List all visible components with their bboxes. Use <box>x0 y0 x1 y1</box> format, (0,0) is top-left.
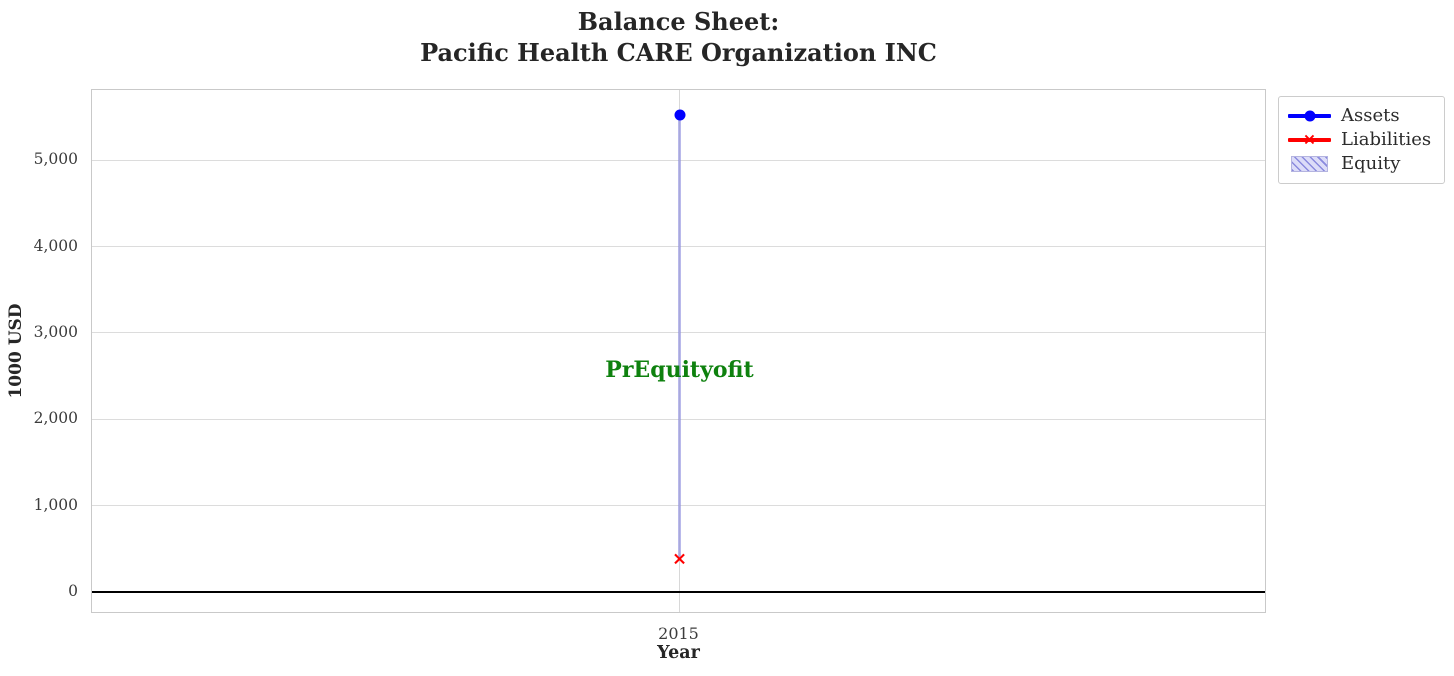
zero-line <box>92 591 1265 594</box>
liabilities-line <box>1288 138 1331 142</box>
legend-label-equity: Equity <box>1341 153 1401 174</box>
y-tick-label: 1,000 <box>33 495 78 514</box>
y-tick-label: 2,000 <box>33 409 78 428</box>
liabilities-marker: × <box>671 548 688 570</box>
assets-line-swatch <box>1288 104 1331 128</box>
chart-title-line1: Balance Sheet: <box>577 7 780 36</box>
y-tick-label: 4,000 <box>33 236 78 255</box>
assets-circle-marker-icon <box>1304 110 1315 122</box>
liabilities-x-marker-icon: × <box>1302 129 1317 149</box>
equity-band <box>678 115 681 561</box>
y-tick-labels: 0 1,000 2,000 3,000 4,000 5,000 <box>0 89 78 613</box>
x-axis-label: Year <box>657 643 700 663</box>
liabilities-line-swatch: × <box>1288 128 1331 152</box>
equity-patch-swatch <box>1288 152 1331 176</box>
y-tick-label: 5,000 <box>33 150 78 169</box>
x-tick-label: 2015 <box>658 624 699 643</box>
legend-label-assets: Assets <box>1341 105 1400 126</box>
chart-title: Balance Sheet: Pacific Health CARE Organ… <box>91 6 1266 68</box>
y-tick-label: 3,000 <box>33 322 78 341</box>
legend-item-assets: Assets <box>1288 104 1435 128</box>
legend-item-equity: Equity <box>1288 152 1435 176</box>
legend: Assets × Liabilities Equity <box>1278 96 1445 184</box>
equity-hatched-patch-icon <box>1291 156 1328 172</box>
legend-label-liabilities: Liabilities <box>1341 129 1432 150</box>
chart-title-line2: Pacific Health CARE Organization INC <box>420 38 937 67</box>
annotation-text: PrEquityofit <box>605 356 754 383</box>
plot-area: × PrEquityofit <box>91 89 1266 613</box>
legend-item-liabilities: × Liabilities <box>1288 128 1435 152</box>
assets-marker <box>674 109 685 121</box>
y-tick-label: 0 <box>68 582 78 601</box>
